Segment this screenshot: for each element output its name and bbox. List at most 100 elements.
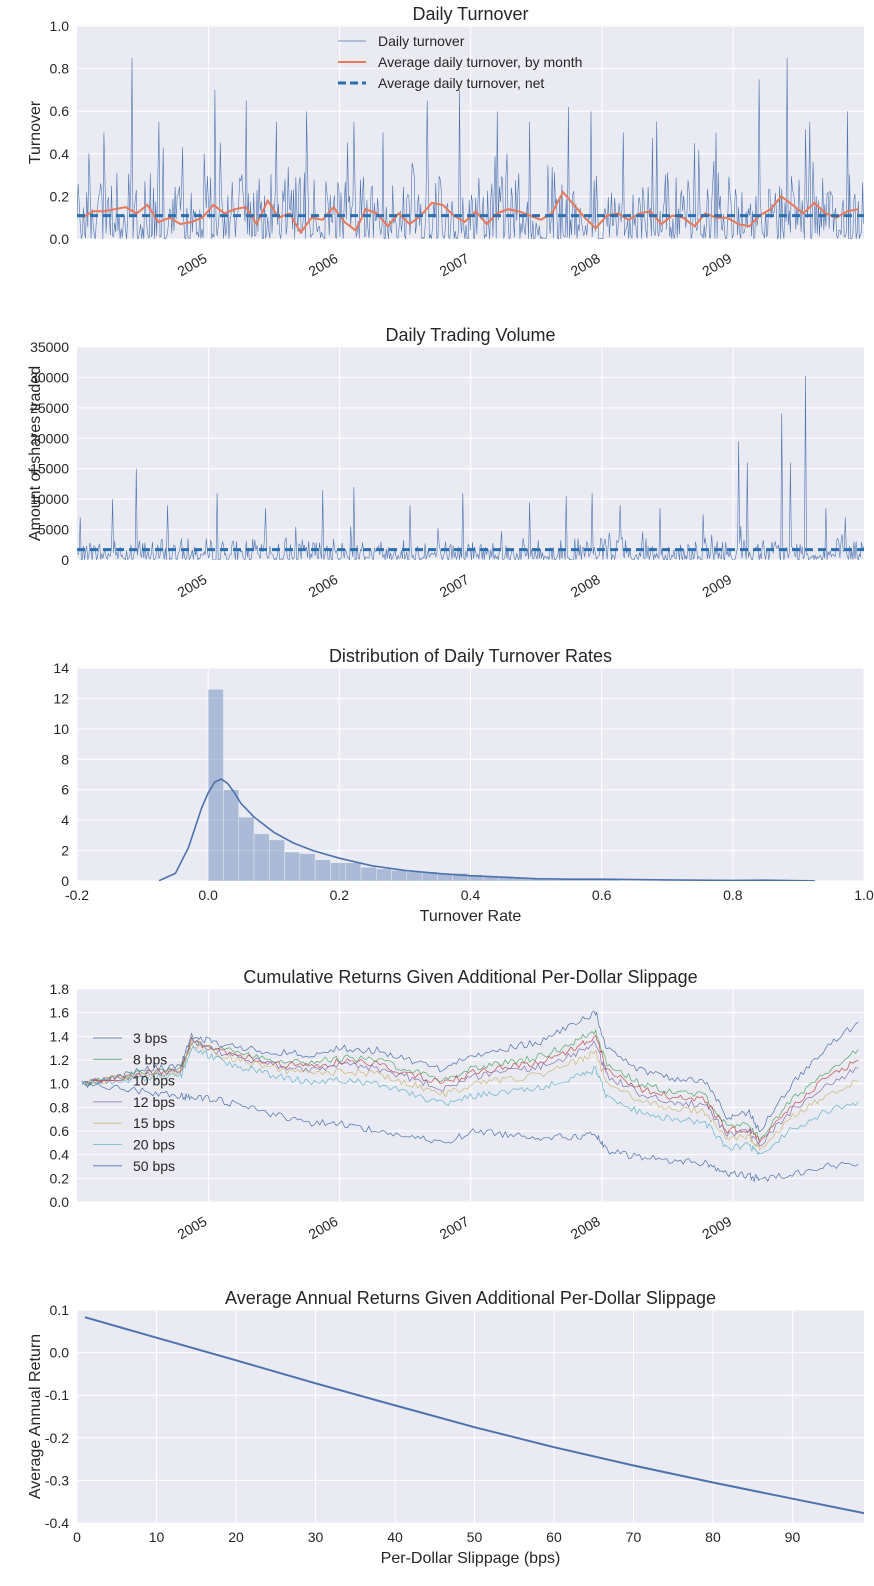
x-tick-label: 90 bbox=[785, 1529, 801, 1545]
panel-5: -0.4 -0.3 -0.2 -0.1 0.0 0.1 0 10 20 30 40 50 60 70 80 9… bbox=[27, 1288, 864, 1567]
histogram-bar bbox=[345, 862, 362, 881]
panel-4: 0.0 0.2 0.4 0.6 0.8 1.0 1.2 1.4 1.6 1.8 2005 2006 20… bbox=[50, 967, 864, 1242]
legend-label: Daily turnover bbox=[378, 33, 465, 49]
panel-2: 0 5000 10000 15000 20000 25000 30000 35000 2005 2… bbox=[27, 325, 864, 600]
y-tick-label: 0 bbox=[61, 873, 69, 889]
y-axis-label: Turnover bbox=[27, 100, 44, 164]
x-tick-label: 70 bbox=[626, 1529, 642, 1545]
chart-title: Daily Trading Volume bbox=[385, 325, 555, 345]
y-tick-label: 15000 bbox=[30, 461, 69, 477]
histogram-bar bbox=[238, 816, 255, 881]
x-tick-label: -0.2 bbox=[65, 887, 89, 903]
x-tick-label: 2005 bbox=[174, 250, 209, 280]
y-tick-label: 1.6 bbox=[50, 1005, 70, 1021]
plot-marks bbox=[84, 1316, 864, 1515]
x-tick-label: 0.0 bbox=[198, 887, 218, 903]
plot-marks bbox=[77, 375, 864, 560]
x-tick-label: 0.2 bbox=[330, 887, 350, 903]
legend: Daily turnover Average daily turnover, by… bbox=[338, 33, 582, 91]
daily-line bbox=[77, 57, 864, 239]
histogram-bar bbox=[330, 862, 346, 881]
histogram-bar bbox=[314, 859, 331, 881]
legend-label: 50 bps bbox=[133, 1158, 175, 1174]
y-tick-label: 30000 bbox=[30, 369, 69, 385]
legend-label: 15 bps bbox=[133, 1115, 175, 1131]
y-tick-label: 1.8 bbox=[50, 981, 70, 997]
cumulative-return-line bbox=[81, 1040, 859, 1147]
cumulative-return-line bbox=[81, 1010, 859, 1133]
y-axis-label: Amount of shares traded bbox=[27, 366, 44, 541]
kde-line bbox=[158, 778, 815, 881]
cumulative-return-line bbox=[81, 1041, 859, 1151]
y-tick-label: -0.4 bbox=[45, 1515, 69, 1531]
y-tick-label: 0.6 bbox=[50, 103, 70, 119]
y-tick-label: 35000 bbox=[30, 339, 69, 355]
histogram-bar bbox=[376, 868, 392, 881]
y-tick-label: 6 bbox=[61, 782, 69, 798]
x-tick-label: 2007 bbox=[437, 1213, 472, 1243]
panel-1: 0.0 0.2 0.4 0.6 0.8 1.0 2005 2006 2007 2008 2009 Da… bbox=[27, 4, 864, 279]
x-tick-label: 2007 bbox=[437, 571, 472, 601]
x-tick-label: 2006 bbox=[306, 571, 341, 601]
annual-return-line bbox=[84, 1316, 864, 1515]
legend-label: 3 bps bbox=[133, 1030, 167, 1046]
y-tick-label: -0.3 bbox=[45, 1472, 69, 1488]
y-tick-label: 0 bbox=[61, 552, 69, 568]
histogram-bar bbox=[391, 870, 408, 881]
y-tick-label: 10 bbox=[53, 721, 69, 737]
legend-label: Average daily turnover, net bbox=[378, 75, 544, 91]
x-tick-label: 0.6 bbox=[592, 887, 612, 903]
x-tick-label: 2009 bbox=[699, 1213, 734, 1243]
cumulative-return-line bbox=[81, 1081, 859, 1183]
panel-3: 0 2 4 6 8 10 12 14 -0.2 0.0 0.2 0.4 0.6 0.8 1.0 Distrib… bbox=[53, 646, 874, 925]
x-tick-label: 2007 bbox=[437, 250, 472, 280]
y-tick-label: 8 bbox=[61, 751, 69, 767]
y-tick-label: 0.8 bbox=[50, 1099, 70, 1115]
y-tick-label: 1.2 bbox=[50, 1052, 70, 1068]
x-tick-label: 2008 bbox=[568, 250, 603, 280]
histogram-bar bbox=[284, 851, 301, 881]
y-tick-label: 0.2 bbox=[50, 188, 70, 204]
y-tick-label: 1.0 bbox=[50, 1076, 70, 1092]
x-tick-label: 30 bbox=[308, 1529, 324, 1545]
chart-title: Cumulative Returns Given Additional Per-… bbox=[243, 967, 697, 987]
y-tick-label: 1.0 bbox=[50, 18, 70, 34]
chart-title: Daily Turnover bbox=[412, 4, 528, 24]
x-tick-label: 2009 bbox=[699, 250, 734, 280]
x-tick-label: 0.4 bbox=[461, 887, 481, 903]
histogram-bar bbox=[253, 833, 270, 881]
y-tick-label: 14 bbox=[53, 660, 69, 676]
histogram-bar bbox=[207, 689, 224, 881]
y-tick-label: 25000 bbox=[30, 400, 69, 416]
y-tick-label: 5000 bbox=[38, 522, 69, 538]
histogram-bar bbox=[299, 853, 316, 881]
histogram-bar bbox=[406, 871, 423, 881]
legend-label: 12 bps bbox=[133, 1094, 175, 1110]
y-tick-label: 0.6 bbox=[50, 1123, 70, 1139]
y-tick-label: 12 bbox=[53, 690, 69, 706]
y-tick-label: 0.1 bbox=[50, 1302, 70, 1318]
legend-label: 20 bps bbox=[133, 1137, 175, 1153]
x-axis-label: Per-Dollar Slippage (bps) bbox=[381, 1550, 561, 1567]
plot-area bbox=[77, 1310, 864, 1523]
y-tick-label: 4 bbox=[61, 812, 69, 828]
y-tick-label: 0.4 bbox=[50, 1147, 70, 1163]
legend-label: 10 bps bbox=[133, 1073, 175, 1089]
cumulative-return-line bbox=[81, 1045, 859, 1156]
chart-title: Distribution of Daily Turnover Rates bbox=[329, 646, 612, 666]
y-tick-label: 2 bbox=[61, 843, 69, 859]
y-tick-label: 0.4 bbox=[50, 146, 70, 162]
y-tick-label: 0.8 bbox=[50, 61, 70, 77]
x-tick-label: 2009 bbox=[699, 571, 734, 601]
histogram-bar bbox=[269, 839, 285, 881]
y-tick-label: 1.4 bbox=[50, 1028, 70, 1044]
y-tick-label: 10000 bbox=[30, 491, 69, 507]
plot-marks bbox=[158, 689, 815, 881]
y-tick-label: 0.0 bbox=[50, 1194, 70, 1210]
chart-title: Average Annual Returns Given Additional … bbox=[225, 1288, 716, 1308]
x-tick-label: 10 bbox=[149, 1529, 165, 1545]
x-tick-label: 2006 bbox=[306, 250, 341, 280]
y-axis-label: Average Annual Return bbox=[27, 1334, 44, 1499]
x-tick-label: 2008 bbox=[568, 571, 603, 601]
